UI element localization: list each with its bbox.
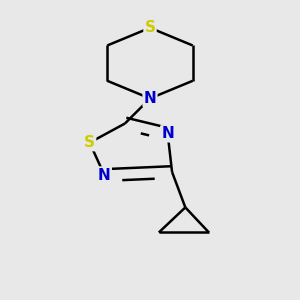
Text: S: S <box>84 135 95 150</box>
Text: S: S <box>145 20 155 35</box>
Text: N: N <box>161 126 174 141</box>
Text: N: N <box>98 167 111 182</box>
Text: N: N <box>144 91 156 106</box>
